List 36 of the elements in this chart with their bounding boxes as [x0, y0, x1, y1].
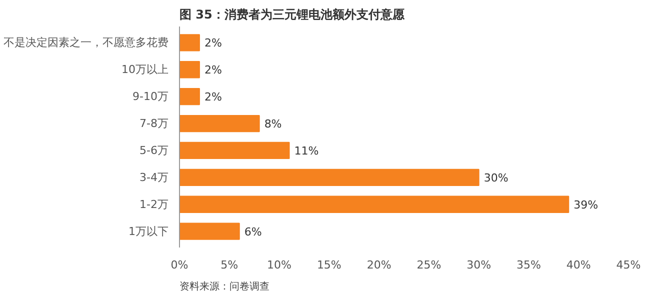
data-label: 39% — [574, 198, 598, 212]
x-tick-label: 45% — [616, 258, 641, 272]
x-tick-label: 5% — [220, 258, 238, 272]
bar — [180, 88, 200, 106]
x-tick-label: 35% — [516, 258, 541, 272]
data-label: 2% — [204, 90, 222, 104]
bar — [180, 168, 480, 186]
x-tick-label: 40% — [566, 258, 591, 272]
x-tick-label: 15% — [316, 258, 342, 272]
data-label: 2% — [204, 36, 222, 50]
x-tick-label: 30% — [466, 258, 492, 272]
data-label: 6% — [244, 225, 262, 238]
bar — [180, 34, 200, 52]
x-tick-label: 0% — [170, 258, 188, 272]
chart-title: 图 35：消费者为三元锂电池额外支付意愿 — [180, 8, 406, 22]
bar — [180, 114, 260, 132]
y-tick-label: 3-4万 — [140, 170, 168, 184]
x-tick-label: 25% — [416, 258, 442, 272]
y-tick-label: 1万以下 — [128, 224, 168, 238]
data-label: 30% — [484, 171, 508, 184]
data-label: 8% — [264, 118, 282, 131]
bar — [180, 61, 200, 78]
text: 资料来源：问卷调查 — [180, 280, 270, 292]
y-tick-label: 1-2万 — [140, 198, 168, 211]
bar — [180, 142, 290, 160]
y-tick-label: 10万以上 — [122, 63, 169, 76]
x-tick-label: 20% — [366, 258, 392, 272]
data-label: 11% — [294, 144, 319, 158]
y-tick-label: 5-6万 — [140, 144, 168, 157]
data-label: 2% — [204, 64, 222, 77]
x-tick-label: 10% — [267, 258, 292, 272]
bar — [180, 196, 570, 213]
y-tick-label: 不是决定因素之一，不愿意多花费 — [4, 36, 168, 50]
y-tick-label: 9-10万 — [132, 90, 169, 104]
y-tick-label: 7-8万 — [140, 117, 168, 130]
bar — [180, 222, 240, 240]
